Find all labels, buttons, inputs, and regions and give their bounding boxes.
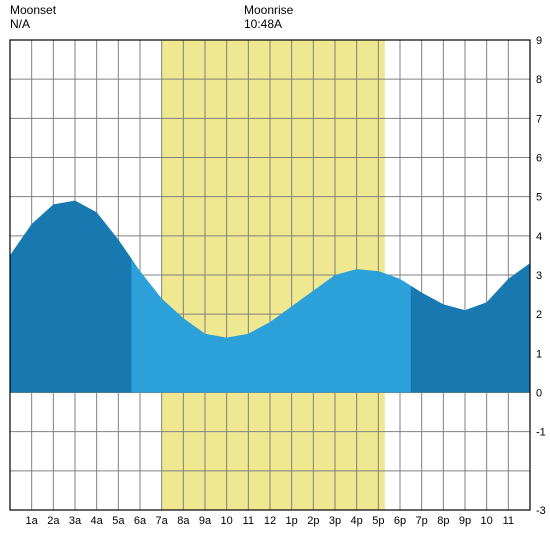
y-tick-label: 9 [536,35,542,47]
x-tick-label: 10 [221,515,233,527]
x-tick-label: 7a [156,515,169,527]
x-tick-label: 8a [177,515,190,527]
y-tick-label: 7 [536,113,542,125]
x-tick-label: 4p [351,515,363,527]
x-tick-label: 2p [307,515,319,527]
x-tick-label: 11 [243,515,254,527]
moonrise-label: Moonrise [244,3,294,17]
y-tick-label: 5 [536,192,542,204]
x-tick-label: 5p [372,515,384,527]
x-tick-label: 12 [264,515,276,527]
y-tick-label: -1 [536,427,546,439]
x-tick-label: 6p [394,515,406,527]
x-tick-label: 8p [437,515,449,527]
x-tick-label: 6a [134,515,147,527]
y-tick-label: 0 [536,388,542,400]
x-tick-label: 1p [286,515,298,527]
x-tick-label: 3p [329,515,341,527]
x-tick-label: 9p [459,515,471,527]
y-tick-label: 4 [536,231,542,243]
x-tick-label: 9a [199,515,212,527]
y-tick-label: 8 [536,74,542,86]
x-tick-label: 10 [481,515,493,527]
tide-chart-svg: 1a2a3a4a5a6a7a8a9a1011121p2p3p4p5p6p7p8p… [0,0,550,550]
moonset-value: N/A [10,17,30,31]
x-tick-label: 1a [26,515,39,527]
x-tick-label: 11 [503,515,514,527]
x-tick-label: 3a [69,515,82,527]
x-tick-label: 2a [47,515,60,527]
y-tick-label: -3 [536,505,546,517]
y-tick-label: 6 [536,153,542,165]
y-tick-label: 2 [536,309,542,321]
moonrise-value: 10:48A [244,17,282,31]
x-tick-label: 4a [91,515,104,527]
x-tick-label: 5a [112,515,125,527]
x-tick-label: 7p [416,515,428,527]
moonset-label: Moonset [10,3,57,17]
tide-chart-container: 1a2a3a4a5a6a7a8a9a1011121p2p3p4p5p6p7p8p… [0,0,550,550]
y-tick-label: 1 [536,348,542,360]
y-tick-label: 3 [536,270,542,282]
